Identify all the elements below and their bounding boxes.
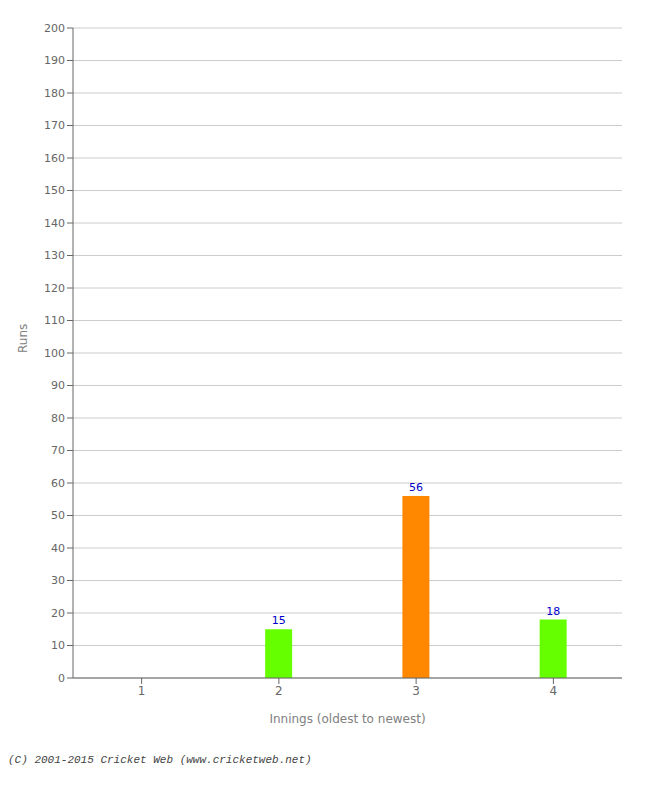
svg-text:40: 40 <box>51 542 65 555</box>
svg-text:Runs: Runs <box>16 324 30 353</box>
svg-text:110: 110 <box>44 314 65 327</box>
svg-text:160: 160 <box>44 152 65 165</box>
svg-text:2: 2 <box>275 684 283 698</box>
svg-text:60: 60 <box>51 477 65 490</box>
svg-text:90: 90 <box>51 379 65 392</box>
svg-text:30: 30 <box>51 574 65 587</box>
svg-text:3: 3 <box>412 684 420 698</box>
html-text:(C) 2001-2015 Cricket Web (www: (C) 2001-2015 Cricket Web (www.cricketwe… <box>8 754 312 766</box>
svg-text:4: 4 <box>550 684 558 698</box>
svg-text:170: 170 <box>44 119 65 132</box>
svg-text:0: 0 <box>58 672 65 685</box>
svg-text:56: 56 <box>409 481 423 494</box>
svg-text:15: 15 <box>272 614 286 627</box>
svg-text:50: 50 <box>51 509 65 522</box>
svg-text:1: 1 <box>138 684 146 698</box>
svg-text:130: 130 <box>44 249 65 262</box>
svg-text:140: 140 <box>44 217 65 230</box>
svg-text:70: 70 <box>51 444 65 457</box>
svg-text:180: 180 <box>44 87 65 100</box>
svg-text:80: 80 <box>51 412 65 425</box>
svg-text:150: 150 <box>44 184 65 197</box>
svg-text:120: 120 <box>44 282 65 295</box>
svg-text:18: 18 <box>546 605 560 618</box>
svg-text:Innings (oldest to newest): Innings (oldest to newest) <box>269 712 425 726</box>
svg-text:10: 10 <box>51 639 65 652</box>
svg-text:20: 20 <box>51 607 65 620</box>
svg-text:200: 200 <box>44 22 65 35</box>
svg-text:100: 100 <box>44 347 65 360</box>
svg-text:190: 190 <box>44 54 65 67</box>
